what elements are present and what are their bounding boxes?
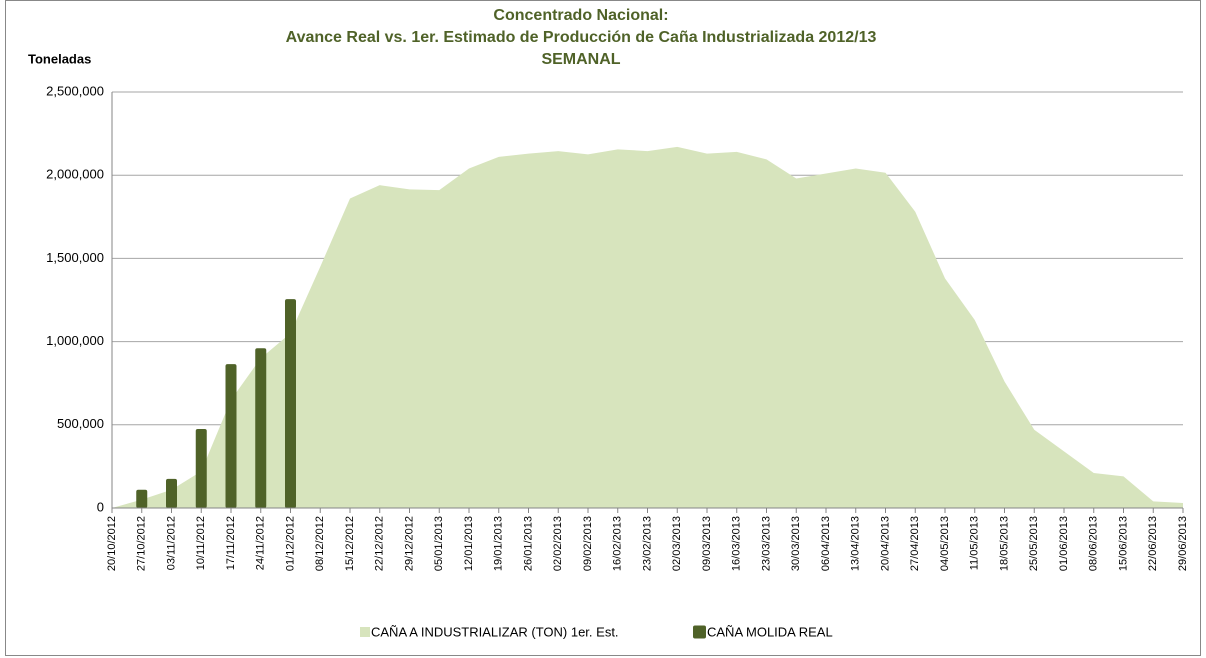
x-tick-label: 23/02/2013: [641, 516, 653, 571]
bar: [136, 489, 148, 508]
x-tick-label: 17/11/2012: [225, 516, 237, 570]
chart-title: SEMANAL: [541, 51, 620, 68]
x-tick-label: 04/05/2013: [939, 516, 951, 571]
legend-label: CAÑA A INDUSTRIALIZAR (TON) 1er. Est.: [371, 624, 619, 639]
x-tick-label: 09/02/2013: [582, 516, 594, 571]
legend-swatch: [693, 625, 706, 639]
x-tick-label: 18/05/2013: [998, 516, 1010, 571]
legend-label: CAÑA MOLIDA REAL: [707, 624, 833, 639]
x-tick-label: 01/06/2013: [1058, 516, 1070, 571]
x-tick-label: 02/03/2013: [671, 516, 683, 571]
x-tick-label: 16/02/2013: [612, 516, 624, 571]
x-tick-label: 20/04/2013: [879, 516, 891, 571]
x-tick-label: 24/11/2012: [255, 516, 267, 570]
x-tick-label: 29/12/2012: [403, 516, 415, 571]
x-tick-label: 26/01/2013: [522, 516, 534, 571]
x-tick-label: 23/03/2013: [760, 516, 772, 571]
chart-title: Concentrado Nacional:: [493, 7, 668, 24]
x-tick-label: 08/12/2012: [314, 516, 326, 571]
x-tick-label: 25/05/2013: [1028, 516, 1040, 571]
bar: [166, 478, 177, 508]
x-tick-label: 22/06/2013: [1147, 516, 1159, 571]
x-tick-label: 27/04/2013: [909, 516, 921, 571]
y-tick-label: 2,000,000: [46, 167, 104, 182]
y-tick-label: 500,000: [57, 416, 104, 431]
chart-title: Avance Real vs. 1er. Estimado de Producc…: [286, 29, 877, 46]
y-axis-label: Toneladas: [28, 51, 91, 66]
x-tick-label: 08/06/2013: [1088, 516, 1100, 571]
x-tick-label: 03/11/2012: [165, 516, 177, 570]
x-tick-label: 15/12/2012: [344, 516, 356, 571]
y-tick-label: 1,000,000: [46, 333, 104, 348]
x-tick-label: 13/04/2013: [850, 516, 862, 571]
area: [112, 146, 1183, 509]
x-tick-label: 01/12/2012: [284, 516, 296, 571]
bar: [285, 299, 296, 508]
x-tick-label: 05/01/2013: [433, 516, 445, 571]
bar: [225, 364, 237, 508]
x-tick-label: 06/04/2013: [820, 516, 832, 571]
x-tick-label: 30/03/2013: [790, 516, 802, 571]
x-tick-label: 11/05/2013: [969, 516, 981, 570]
y-tick-label: 1,500,000: [46, 250, 104, 265]
y-tick-label: 2,500,000: [46, 83, 104, 98]
x-tick-label: 09/03/2013: [701, 516, 713, 571]
x-tick-label: 16/03/2013: [731, 516, 743, 571]
y-tick-label: 0: [97, 499, 104, 514]
x-tick-label: 12/01/2013: [463, 516, 475, 571]
legend-swatch: [360, 627, 370, 637]
x-tick-label: 20/10/2012: [106, 516, 118, 571]
bar: [195, 428, 207, 508]
x-tick-label: 19/01/2013: [493, 516, 505, 571]
x-tick-label: 10/11/2012: [195, 516, 207, 570]
x-tick-label: 22/12/2012: [374, 516, 386, 571]
x-tick-label: 02/02/2013: [552, 516, 564, 571]
x-tick-label: 29/06/2013: [1177, 516, 1189, 571]
bar: [255, 348, 267, 508]
x-tick-label: 27/10/2012: [136, 516, 148, 571]
x-tick-label: 15/06/2013: [1117, 516, 1129, 571]
